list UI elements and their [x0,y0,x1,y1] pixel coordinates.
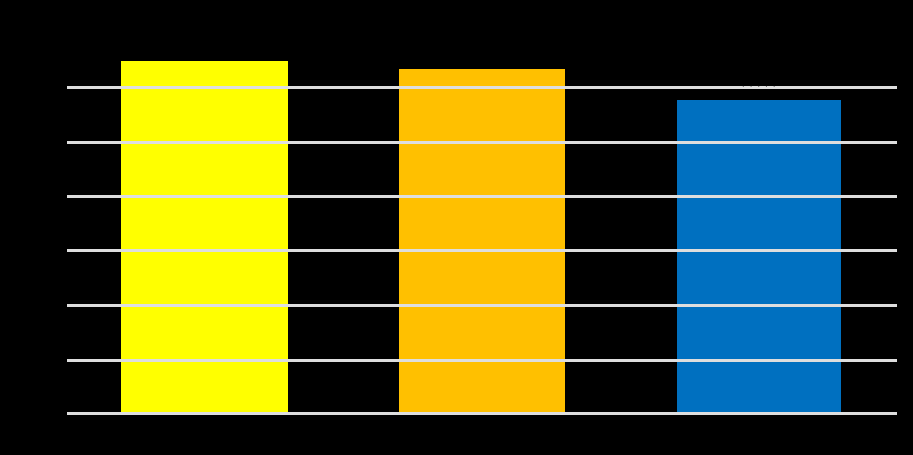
bar-value-annotation: · · · · · [741,80,777,92]
y-axis-tick-labels [0,40,63,413]
bars-layer [67,40,897,413]
bar-series1-item3[interactable] [677,100,841,412]
bar-series1-item1[interactable] [121,61,288,412]
bar-series1-item2[interactable] [399,69,565,412]
plot-area: · · · · · [67,40,897,415]
x-axis-category-labels [67,418,897,448]
